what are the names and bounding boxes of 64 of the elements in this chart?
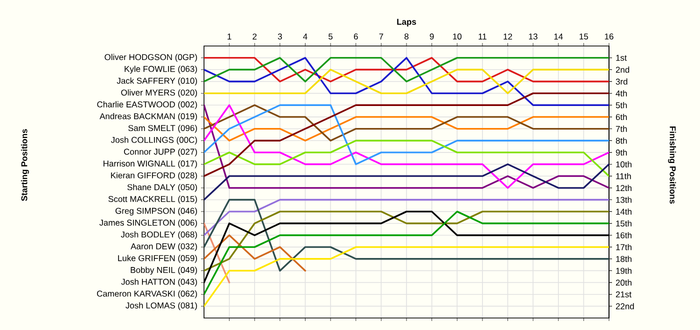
category-label: Oliver HODGSON (0GP) <box>104 54 197 62</box>
category-label: Kyle FOWLIE (063) <box>124 66 197 74</box>
y2-tick-label: 19th <box>616 268 632 274</box>
y2-axis-title: Finishing Positions <box>668 126 676 204</box>
category-label: Sam SMELT (096) <box>128 124 197 133</box>
category-label: Josh LOMAS (081) <box>126 302 197 310</box>
category-label: Josh HATTON (043) <box>121 278 197 286</box>
y2-tick-label: 18th <box>616 256 632 262</box>
category-label: Kieran GIFFORD (028) <box>111 172 197 180</box>
x-tick-label: 5 <box>328 34 333 40</box>
category-label: Connor JUPP (027) <box>124 148 197 156</box>
x-tick-label: 15 <box>580 34 588 40</box>
x-tick-label: 1 <box>228 34 232 40</box>
category-label: Josh COLLINGS (00C) <box>111 136 197 145</box>
text: Starting Positions <box>21 129 29 201</box>
y2-tick-label: 14th <box>616 208 632 215</box>
x-tick-label: 2 <box>252 34 257 40</box>
category-label: Luke GRIFFEN (059) <box>118 254 197 263</box>
y2-tick-label: 17th <box>616 244 632 250</box>
y2-tick-label: 15th <box>616 220 632 226</box>
x-tick-label: 6 <box>354 33 358 40</box>
y2-tick-label: 9th <box>616 149 627 156</box>
category-label: Jack SAFFERY (010) <box>116 78 197 86</box>
category-label: Shane DALY (050) <box>127 184 197 192</box>
x-tick-label: 12 <box>504 34 512 40</box>
y2-tick-label: 1st <box>616 54 627 61</box>
category-label: Oliver MYERS (020) <box>121 89 197 98</box>
category-label: Andreas BACKMAN (019) <box>100 113 197 121</box>
x-tick-label: 16 <box>604 33 614 40</box>
x-tick-label: 14 <box>554 34 563 40</box>
y2-tick-label: 4th <box>616 90 627 96</box>
x-axis-title: Laps <box>397 18 416 26</box>
x-tick-label: 13 <box>529 33 538 40</box>
y2-tick-label: 2nd <box>616 66 630 73</box>
x-tick-label: 7 <box>379 34 384 40</box>
category-label: Bobby NEIL (049) <box>130 266 197 275</box>
x-tick-label: 8 <box>404 33 408 40</box>
category-label: Harrison WIGNALL (017) <box>104 160 197 168</box>
x-tick-label: 9 <box>430 33 434 40</box>
y2-tick-label: 16th <box>616 232 632 238</box>
y2-tick-label: 7th <box>616 126 627 132</box>
line-series <box>204 234 306 272</box>
x-tick-label: 10 <box>453 33 462 40</box>
category-label: Charlie EASTWOOD (002) <box>97 101 197 110</box>
y2-tick-label: 3rd <box>616 78 628 85</box>
x-tick-label: 3 <box>278 33 282 40</box>
y2-tick-label: 22nd <box>616 303 634 310</box>
category-label: Greg SIMPSON (046) <box>116 208 197 216</box>
y2-tick-label: 11th <box>616 172 631 180</box>
category-label: James SINGLETON (006) <box>99 219 197 228</box>
category-label: Scott MACKRELL (015) <box>108 196 197 204</box>
category-label: Josh BODLEY (068) <box>120 231 197 240</box>
y2-tick-label: 21st <box>616 291 632 298</box>
x-tick-label: 4 <box>303 34 308 40</box>
y2-tick-label: 6th <box>616 114 627 120</box>
category-label: Cameron KARVASKI (062) <box>97 290 197 298</box>
y2-tick-label: 10th <box>616 161 632 168</box>
x-tick-label: 11 <box>478 34 486 40</box>
category-label: Aaron DEW (032) <box>130 243 197 251</box>
y2-tick-label: 8th <box>616 137 627 144</box>
y2-tick-label: 20th <box>616 279 632 286</box>
y2-tick-label: 13th <box>616 196 632 203</box>
y2-tick-label: 12th <box>616 184 632 192</box>
y2-tick-label: 5th <box>616 102 627 108</box>
